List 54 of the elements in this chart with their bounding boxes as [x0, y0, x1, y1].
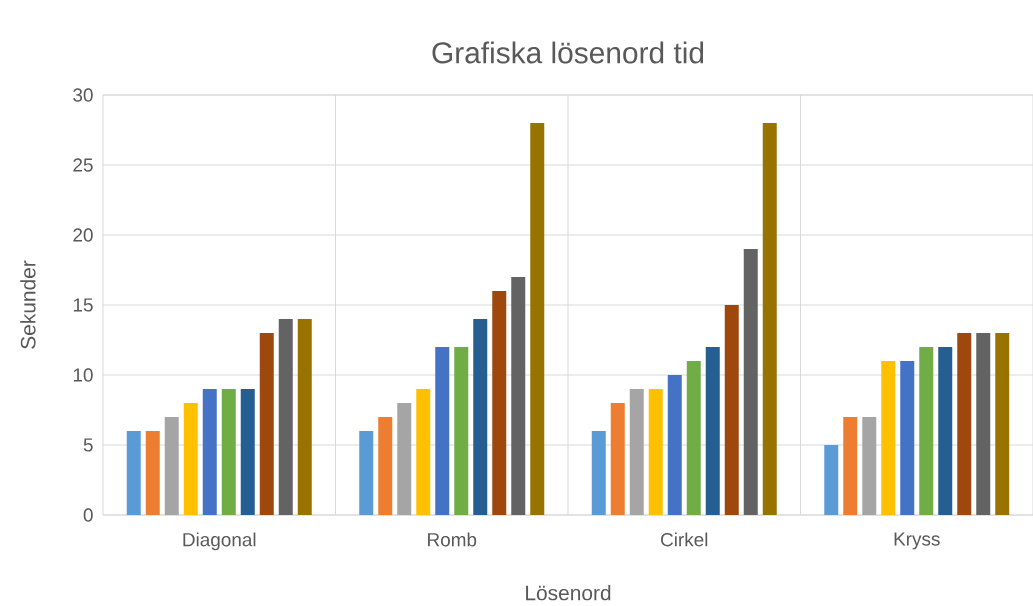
bar — [995, 332, 1010, 515]
bar — [359, 430, 374, 515]
bar — [900, 360, 915, 515]
bar — [648, 388, 663, 515]
bar — [530, 122, 545, 515]
bar — [762, 122, 777, 515]
bar — [724, 304, 739, 515]
bar — [221, 388, 236, 515]
bar — [202, 388, 217, 515]
bar — [881, 360, 896, 515]
bar — [416, 388, 431, 515]
y-axis-title: Sekunder — [20, 260, 36, 349]
bar — [378, 416, 393, 515]
y-tick-label: 20 — [73, 228, 93, 242]
bar — [862, 416, 877, 515]
y-tick-label: 30 — [73, 88, 93, 102]
x-tick-label: Cirkel — [661, 532, 708, 547]
bar — [278, 318, 293, 515]
bar — [297, 318, 312, 515]
bar — [957, 332, 972, 515]
bar — [511, 276, 526, 515]
bar — [126, 430, 141, 515]
bar — [686, 360, 701, 515]
y-tick-label: 5 — [83, 438, 93, 452]
bar — [435, 346, 450, 515]
bar — [259, 332, 274, 515]
bar — [492, 290, 507, 515]
bar — [145, 430, 160, 515]
bar — [843, 416, 858, 515]
y-tick-label: 10 — [73, 368, 93, 382]
bar — [454, 346, 469, 515]
bar — [629, 388, 644, 515]
x-tick-label: Romb — [428, 532, 477, 547]
bar — [591, 430, 606, 515]
bar — [667, 374, 682, 515]
bar — [743, 248, 758, 515]
bar — [976, 332, 991, 515]
bar — [938, 346, 953, 515]
bar — [919, 346, 934, 515]
y-tick-label: 25 — [73, 158, 93, 172]
bar — [610, 402, 625, 515]
x-tick-label: Diagonal — [183, 532, 256, 551]
bar — [164, 416, 179, 515]
bar — [824, 444, 839, 515]
x-tick-label: Kryss — [894, 532, 940, 550]
bar — [397, 402, 412, 515]
chart-title: Grafiska lösenord tid — [432, 41, 704, 64]
bar — [240, 388, 255, 515]
bar — [183, 402, 198, 515]
bar — [473, 318, 488, 515]
bar — [705, 346, 720, 515]
y-tick-label: 0 — [83, 508, 93, 522]
x-axis-title: Lösenord — [526, 585, 611, 601]
y-tick-label: 15 — [73, 298, 93, 312]
